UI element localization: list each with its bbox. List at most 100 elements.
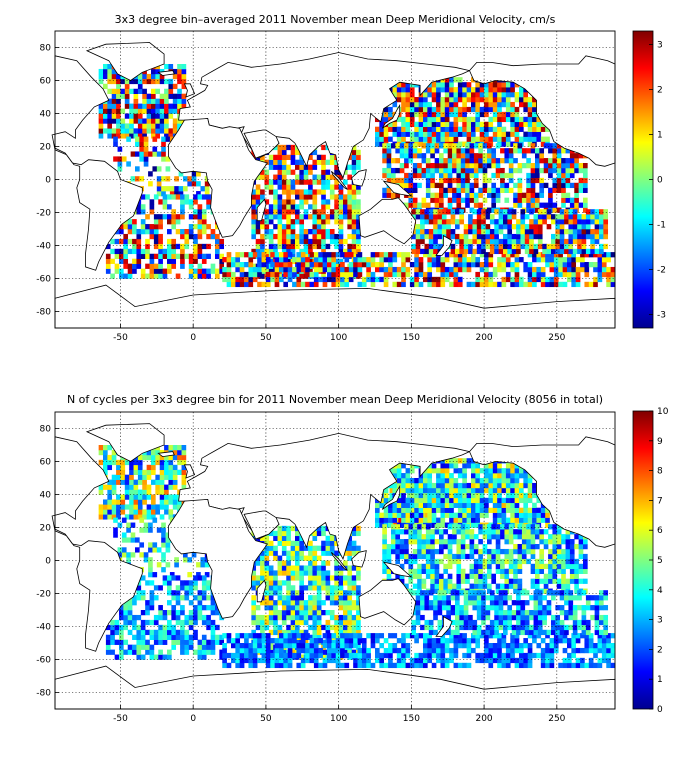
bin-cell xyxy=(487,143,492,149)
bin-cell xyxy=(120,469,126,475)
bin-cell xyxy=(167,654,172,660)
bin-cell xyxy=(327,266,332,273)
bin-cell xyxy=(142,454,147,461)
bin-cell xyxy=(482,177,488,184)
bin-cell xyxy=(540,281,546,288)
bin-cell xyxy=(516,243,521,250)
bin-cell xyxy=(510,643,515,649)
bin-cell xyxy=(409,97,415,103)
bin-cell xyxy=(286,610,291,616)
bin-cell xyxy=(309,647,315,654)
bin-cell xyxy=(484,87,489,93)
bin-cell xyxy=(290,229,296,235)
bin-cell xyxy=(127,649,133,655)
bin-cell xyxy=(405,633,411,639)
bin-cell xyxy=(132,224,137,230)
bin-cell xyxy=(197,614,203,621)
bin-cell xyxy=(244,638,249,644)
bin-cell xyxy=(581,224,587,230)
bin-cell xyxy=(481,243,486,250)
bin-cell xyxy=(235,252,241,258)
bin-cell xyxy=(488,126,494,132)
bin-cell xyxy=(215,238,220,245)
bin-cell xyxy=(588,643,594,649)
bin-cell xyxy=(401,643,406,649)
bin-cell xyxy=(527,136,533,142)
bin-cell xyxy=(356,600,361,606)
bin-cell xyxy=(334,219,339,225)
bin-cell xyxy=(201,605,207,611)
bin-cell xyxy=(239,281,245,288)
bin-cell xyxy=(594,229,600,235)
bin-cell xyxy=(338,590,344,596)
bin-cell xyxy=(423,652,428,659)
bin-cell xyxy=(351,144,357,151)
bin-cell xyxy=(549,657,555,664)
bin-cell xyxy=(409,82,415,88)
bin-cell xyxy=(260,273,265,279)
bin-cell xyxy=(468,229,473,235)
bin-cell xyxy=(286,575,291,581)
bin-cell xyxy=(325,243,331,250)
bin-cell xyxy=(295,565,300,571)
bin-cell xyxy=(521,192,527,198)
bin-cell xyxy=(343,590,348,596)
bin-cell xyxy=(471,136,476,142)
bin-cell xyxy=(485,229,491,235)
bin-cell xyxy=(396,116,402,123)
bin-cell xyxy=(290,555,296,561)
bin-cell xyxy=(514,657,520,664)
bin-cell xyxy=(255,555,261,561)
bin-cell xyxy=(497,657,502,664)
bin-cell xyxy=(574,182,579,189)
bin-cell xyxy=(577,238,582,245)
bin-cell xyxy=(110,273,115,279)
bin-cell xyxy=(408,143,414,149)
bin-cell xyxy=(329,194,335,200)
bin-cell xyxy=(580,662,585,669)
bin-cell xyxy=(277,535,283,541)
bin-cell xyxy=(383,106,389,113)
bin-cell xyxy=(441,219,447,225)
bin-cell xyxy=(567,643,572,649)
bin-cell xyxy=(151,123,156,129)
bin-cell xyxy=(321,179,326,185)
bin-cell xyxy=(388,657,393,664)
bin-cell xyxy=(268,545,274,551)
bin-cell xyxy=(561,158,566,164)
bin-cell xyxy=(375,136,380,142)
bin-cell xyxy=(517,148,523,154)
bin-cell xyxy=(370,638,376,644)
bin-cell xyxy=(290,233,296,240)
bin-cell xyxy=(331,652,337,659)
bin-cell xyxy=(107,108,113,114)
bin-cell xyxy=(281,610,287,616)
bin-cell xyxy=(606,257,611,263)
bin-cell xyxy=(491,182,497,189)
bin-cell xyxy=(124,489,130,495)
bin-cell xyxy=(517,187,523,193)
bin-cell xyxy=(485,243,491,250)
bin-cell xyxy=(423,633,428,639)
bin-cell xyxy=(455,238,460,245)
bin-cell xyxy=(248,276,254,283)
bin-cell xyxy=(281,233,287,240)
bin-cell xyxy=(357,257,363,263)
bin-cell xyxy=(559,243,565,250)
bin-cell xyxy=(449,136,454,142)
bin-cell xyxy=(264,174,270,180)
bin-cell xyxy=(418,141,424,147)
bin-cell xyxy=(578,153,584,159)
bin-cell xyxy=(418,517,424,523)
bin-cell xyxy=(331,657,337,664)
bin-cell xyxy=(488,257,494,263)
bin-cell xyxy=(351,605,357,611)
bin-cell xyxy=(111,474,117,480)
bin-cell xyxy=(264,570,270,576)
bin-cell xyxy=(132,600,137,606)
bin-cell xyxy=(472,229,478,235)
bin-cell xyxy=(193,614,198,621)
bin-cell xyxy=(117,166,123,172)
bin-cell xyxy=(396,266,402,273)
bin-cell xyxy=(277,560,283,566)
